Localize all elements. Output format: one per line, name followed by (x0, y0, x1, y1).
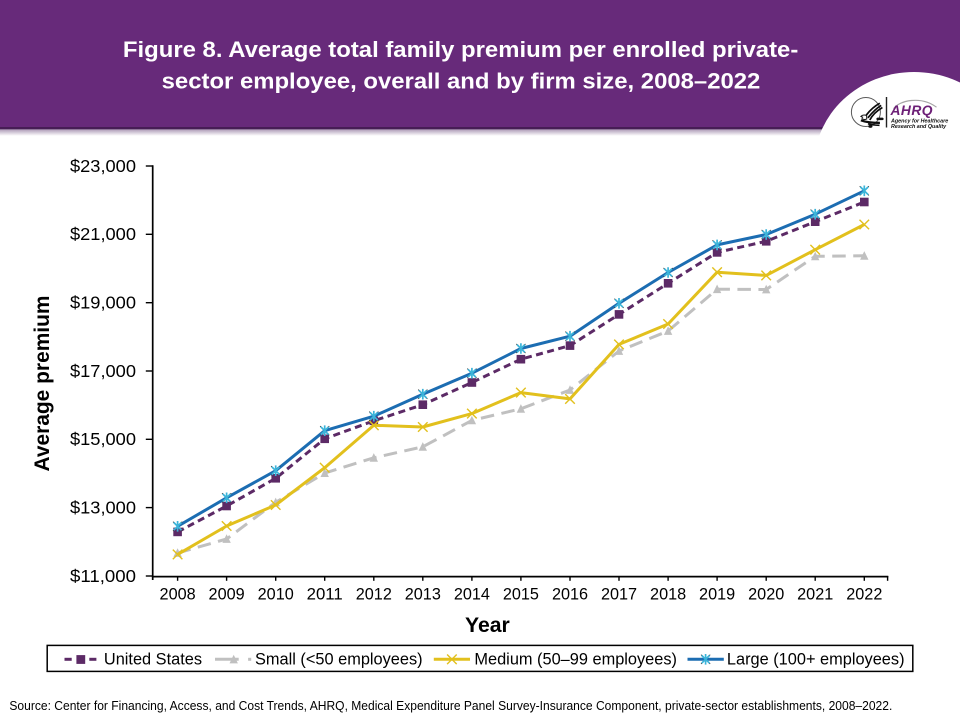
svg-text:2016: 2016 (552, 585, 588, 603)
svg-text:Small (<50 employees): Small (<50 employees) (255, 650, 423, 668)
svg-text:2008: 2008 (160, 585, 196, 603)
svg-text:2015: 2015 (503, 585, 539, 603)
svg-text:AHRQ: AHRQ (890, 103, 933, 118)
svg-text:United States: United States (104, 650, 202, 668)
svg-text:2012: 2012 (356, 585, 392, 603)
svg-text:Agency for Healthcare: Agency for Healthcare (890, 118, 948, 124)
svg-text:Year: Year (465, 613, 510, 637)
svg-text:sector employee, overall and b: sector employee, overall and by firm siz… (162, 69, 761, 94)
svg-text:2011: 2011 (307, 585, 343, 603)
svg-text:$21,000: $21,000 (70, 224, 136, 244)
svg-text:2019: 2019 (699, 585, 735, 603)
svg-text:Figure 8. Average total family: Figure 8. Average total family premium p… (123, 37, 798, 62)
svg-text:2020: 2020 (748, 585, 784, 603)
svg-text:Research and Quality: Research and Quality (891, 124, 947, 130)
svg-text:2013: 2013 (405, 585, 441, 603)
svg-text:Large (100+ employees): Large (100+ employees) (727, 650, 905, 668)
svg-text:2017: 2017 (601, 585, 637, 603)
svg-text:2010: 2010 (258, 585, 294, 603)
svg-text:$23,000: $23,000 (70, 156, 136, 176)
svg-text:$13,000: $13,000 (70, 498, 136, 518)
svg-text:Average premium: Average premium (31, 296, 54, 472)
svg-text:2014: 2014 (454, 585, 490, 603)
svg-text:$11,000: $11,000 (70, 566, 136, 586)
svg-text:Medium (50–99 employees): Medium (50–99 employees) (474, 650, 677, 668)
svg-text:2022: 2022 (846, 585, 882, 603)
svg-text:2018: 2018 (650, 585, 686, 603)
svg-text:$15,000: $15,000 (70, 429, 136, 449)
svg-text:$17,000: $17,000 (70, 361, 136, 381)
svg-text:Source: Center for Financing,: Source: Center for Financing, Access, an… (9, 699, 892, 713)
svg-text:$19,000: $19,000 (70, 293, 136, 313)
svg-text:2021: 2021 (797, 585, 833, 603)
svg-text:2009: 2009 (209, 585, 245, 603)
